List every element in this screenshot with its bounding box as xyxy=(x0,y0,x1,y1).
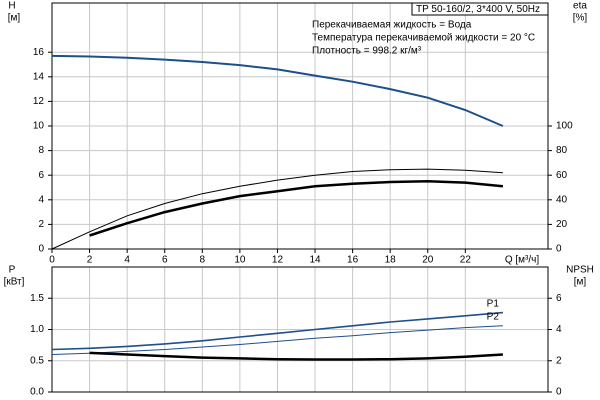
y2-axis-label: NPSH xyxy=(566,265,594,276)
y-tick-label: 6 xyxy=(38,170,44,181)
series-line xyxy=(89,351,503,361)
y-tick-label: 8 xyxy=(38,145,44,156)
y2-tick-label: 60 xyxy=(556,170,568,181)
y2-tick-label: 4 xyxy=(556,324,562,335)
y2-tick-label: 100 xyxy=(556,121,573,132)
y-tick-label: 12 xyxy=(33,96,45,107)
y2-tick-label: 40 xyxy=(556,194,568,205)
series-line xyxy=(51,54,504,127)
y2-axis-unit: [м] xyxy=(574,277,587,288)
x-tick-label: 4 xyxy=(124,255,130,266)
y-tick-label: 16 xyxy=(33,47,45,58)
y-tick-label: 4 xyxy=(38,194,44,205)
series-line xyxy=(51,311,503,351)
x-tick-label: 16 xyxy=(347,255,359,266)
x-axis-label: Q [м³/ч] xyxy=(505,255,540,266)
x-tick-label: 2 xyxy=(87,255,93,266)
y2-tick-label: 0 xyxy=(556,387,562,398)
title-box xyxy=(411,2,549,16)
y2-tick-label: 20 xyxy=(556,219,568,230)
y-tick-label: 1.5 xyxy=(30,293,44,304)
x-tick-label: 6 xyxy=(162,255,168,266)
annotation: Перекачиваемая жидкость = Вода xyxy=(312,20,472,31)
y-tick-label: 0 xyxy=(38,244,44,255)
y2-tick-label: 0 xyxy=(556,244,562,255)
y2-tick-label: 6 xyxy=(556,293,562,304)
y2-axis-label: eta xyxy=(573,1,587,12)
x-tick-label: 14 xyxy=(309,255,321,266)
x-tick-label: 20 xyxy=(422,255,434,266)
y-axis-unit: [кВт] xyxy=(4,277,25,288)
y-tick-label: 10 xyxy=(33,121,45,132)
series-label: P1 xyxy=(487,298,500,309)
y2-axis-unit: [%] xyxy=(573,13,588,24)
y-tick-label: 0.0 xyxy=(30,387,44,398)
y-axis-unit: [м] xyxy=(8,13,21,24)
y-tick-label: 2 xyxy=(38,219,44,230)
y-tick-label: 1.0 xyxy=(30,324,44,335)
x-tick-label: 18 xyxy=(385,255,397,266)
y-axis-label: P xyxy=(9,265,16,276)
series-line xyxy=(51,168,503,250)
y-tick-label: 14 xyxy=(33,71,45,82)
x-tick-label: 0 xyxy=(49,255,55,266)
annotation: Плотность = 998.2 кг/м³ xyxy=(312,46,422,57)
series-label: P2 xyxy=(487,311,500,322)
chart-title: TP 50-160/2, 3*400 V, 50Hz xyxy=(416,4,540,15)
plot-frame xyxy=(51,266,549,393)
y-tick-label: 0.5 xyxy=(30,355,44,366)
x-tick-label: 8 xyxy=(200,255,206,266)
series-line xyxy=(89,180,504,237)
plot-frame xyxy=(51,2,549,250)
x-tick-label: 10 xyxy=(234,255,246,266)
series-line xyxy=(51,325,503,355)
x-tick-label: 12 xyxy=(272,255,284,266)
annotation: Температура перекачиваемой жидкости = 20… xyxy=(312,33,535,44)
y2-tick-label: 2 xyxy=(556,355,562,366)
x-tick-label: 22 xyxy=(460,255,472,266)
y-axis-label: H xyxy=(8,1,15,12)
y2-tick-label: 80 xyxy=(556,145,568,156)
